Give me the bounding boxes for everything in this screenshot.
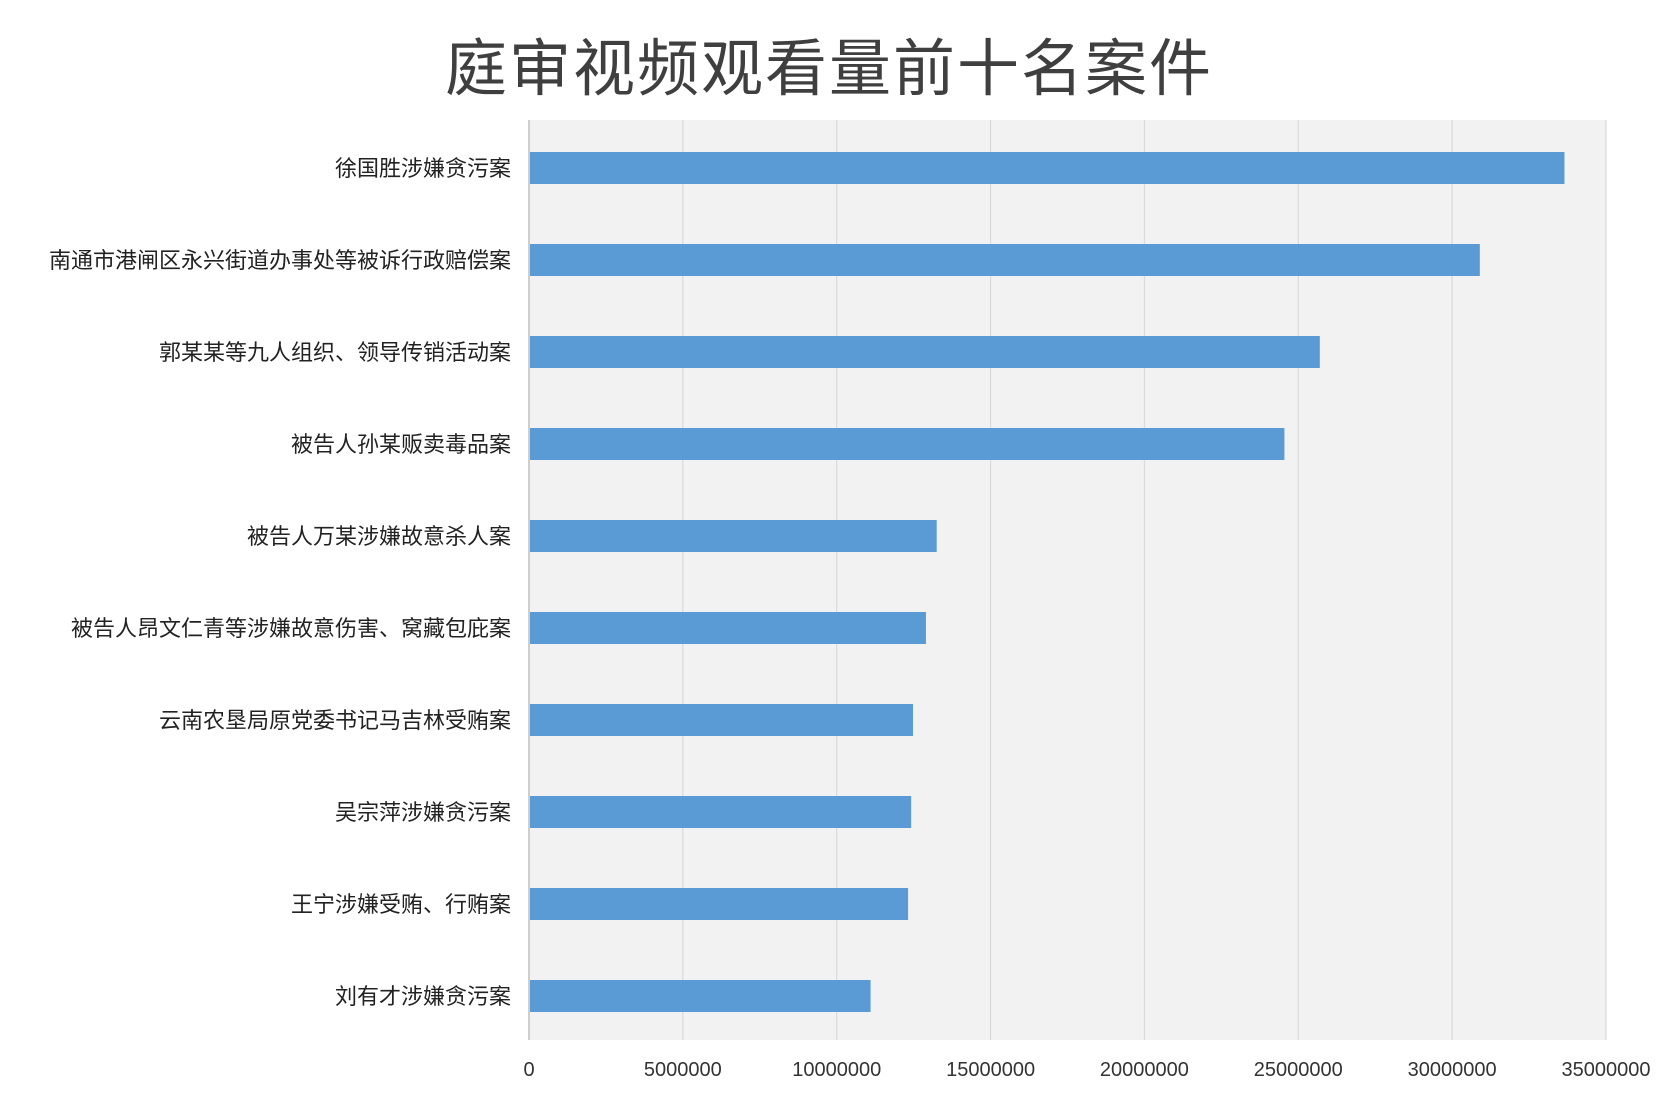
bar xyxy=(530,336,1320,368)
x-tick-label: 30000000 xyxy=(1408,1059,1497,1081)
x-tick-label: 0 xyxy=(523,1059,534,1081)
category-label: 郭某某等九人组织、领导传销活动案 xyxy=(159,341,511,366)
category-label: 徐国胜涉嫌贪污案 xyxy=(335,157,511,182)
bar xyxy=(530,520,937,552)
x-tick-label: 20000000 xyxy=(1100,1059,1189,1081)
category-label: 吴宗萍涉嫌贪污案 xyxy=(335,801,511,826)
category-label: 刘有才涉嫌贪污案 xyxy=(335,985,511,1010)
bar xyxy=(530,704,914,736)
category-label: 南通市港闸区永兴街道办事处等被诉行政赔偿案 xyxy=(49,249,511,274)
bar xyxy=(530,980,871,1012)
x-tick-label: 15000000 xyxy=(946,1059,1035,1081)
category-label: 云南农垦局原党委书记马吉林受贿案 xyxy=(159,709,511,734)
category-labels: 徐国胜涉嫌贪污案南通市港闸区永兴街道办事处等被诉行政赔偿案郭某某等九人组织、领导… xyxy=(49,157,511,1010)
x-tick-label: 10000000 xyxy=(792,1059,881,1081)
bar xyxy=(530,796,912,828)
bar xyxy=(530,244,1480,276)
bar xyxy=(530,612,926,644)
bars xyxy=(530,152,1565,1012)
category-label: 被告人孙某贩卖毒品案 xyxy=(291,433,511,458)
x-tick-label: 5000000 xyxy=(644,1059,722,1081)
chart-title: 庭审视频观看量前十名案件 xyxy=(444,32,1213,105)
category-label: 被告人万某涉嫌故意杀人案 xyxy=(247,525,511,550)
bar xyxy=(530,428,1285,460)
x-tick-label: 35000000 xyxy=(1562,1059,1651,1081)
category-label: 王宁涉嫌受贿、行贿案 xyxy=(291,893,511,918)
category-label: 被告人昂文仁青等涉嫌故意伤害、窝藏包庇案 xyxy=(71,617,511,642)
x-tick-labels: 0 5000000 10000000 15000000 20000000 25000000… xyxy=(523,1059,1650,1081)
bar xyxy=(530,888,909,920)
x-tick-label: 25000000 xyxy=(1254,1059,1343,1081)
bar xyxy=(530,152,1565,184)
